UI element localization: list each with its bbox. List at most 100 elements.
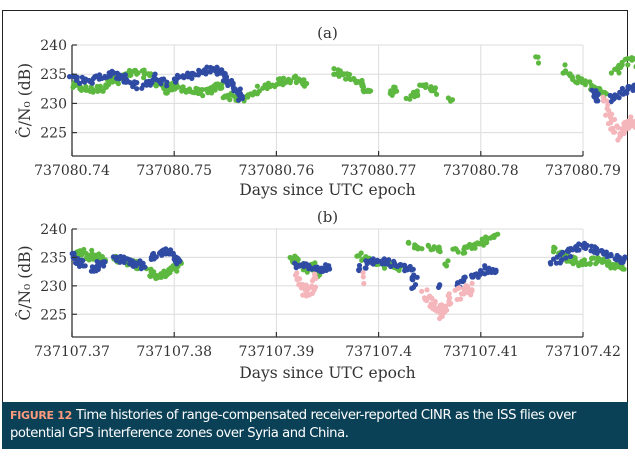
data-point: [406, 240, 412, 246]
data-point: [361, 280, 367, 287]
data-point: [164, 90, 170, 96]
data-point: [101, 259, 107, 265]
data-point: [308, 284, 314, 290]
data-point: [622, 56, 628, 62]
data-point: [385, 260, 391, 266]
data-point: [245, 94, 251, 100]
data-point: [568, 259, 575, 265]
y-tick-label: 225: [40, 126, 67, 142]
caption-figure-label: FIGURE 12: [10, 409, 72, 422]
caption-text: Time histories of range-compensated rece…: [10, 408, 576, 441]
data-point: [569, 247, 576, 253]
data-point: [128, 72, 134, 78]
data-point: [381, 265, 388, 271]
data-point: [593, 261, 599, 267]
data-point: [579, 258, 585, 264]
data-point: [587, 260, 594, 266]
data-point: [94, 259, 100, 265]
x-tick-label: 737080.75: [136, 163, 212, 179]
data-point: [153, 83, 160, 89]
data-point: [562, 62, 568, 68]
y-tick-label: 240: [40, 38, 67, 54]
data-point: [619, 256, 625, 262]
y-axis-label: Ĉ/N₀ (dB): [16, 63, 34, 138]
data-point: [175, 84, 181, 90]
data-point: [593, 95, 599, 101]
data-point: [445, 258, 451, 264]
data-point: [174, 268, 180, 274]
data-point: [306, 263, 312, 269]
data-point: [97, 83, 103, 89]
data-point: [250, 91, 256, 97]
data-point: [434, 308, 440, 314]
data-point: [584, 242, 590, 248]
data-point: [303, 293, 309, 299]
data-point: [632, 118, 635, 124]
x-tick-label: 737107.37: [34, 344, 110, 360]
data-point: [360, 82, 366, 88]
series-blue: [69, 240, 628, 291]
data-point: [448, 300, 454, 306]
data-point: [560, 249, 566, 255]
data-point: [313, 275, 319, 281]
data-point: [140, 260, 146, 266]
data-point: [439, 302, 445, 308]
data-point: [89, 80, 95, 86]
data-point: [410, 266, 416, 272]
data-point: [455, 249, 461, 255]
data-point: [351, 75, 357, 82]
data-point: [222, 74, 228, 80]
data-point: [153, 254, 159, 260]
data-point: [561, 70, 568, 76]
data-point: [582, 82, 589, 88]
data-point: [370, 261, 376, 267]
data-point: [314, 264, 320, 270]
data-point: [410, 277, 416, 283]
data-point: [456, 285, 462, 291]
data-point: [436, 244, 442, 250]
data-point: [614, 93, 620, 99]
x-axis-label: Days since UTC epoch: [239, 364, 415, 382]
data-point: [479, 239, 485, 245]
data-point: [195, 72, 201, 78]
data-point: [430, 246, 436, 252]
data-point: [595, 91, 601, 97]
data-point: [267, 83, 273, 90]
data-point: [291, 74, 297, 80]
data-point: [95, 264, 101, 271]
data-point: [71, 81, 77, 87]
data-point: [468, 292, 474, 298]
data-point: [424, 287, 430, 293]
x-tick-label: 737107.4: [345, 344, 412, 360]
data-point: [611, 129, 618, 135]
data-point: [394, 88, 400, 94]
data-point: [214, 66, 220, 72]
data-point: [414, 88, 420, 94]
data-point: [299, 284, 305, 290]
data-point: [227, 97, 233, 103]
series-blue: [66, 64, 635, 105]
data-point: [236, 97, 242, 103]
y-axis-label: Ĉ/N₀ (dB): [16, 245, 34, 320]
data-point: [535, 54, 541, 60]
data-point: [254, 91, 260, 97]
data-point: [312, 284, 319, 290]
data-point: [77, 258, 83, 264]
data-point: [74, 74, 80, 80]
data-point: [431, 301, 437, 307]
data-point: [391, 258, 397, 264]
data-point: [281, 80, 288, 86]
y-tick-label: 235: [40, 67, 67, 83]
series-pink: [292, 270, 475, 322]
data-point: [423, 82, 429, 88]
data-point: [164, 79, 170, 85]
data-point: [300, 77, 306, 83]
x-tick-label: 737080.74: [34, 163, 110, 179]
data-point: [191, 90, 197, 96]
y-tick-label: 235: [40, 250, 67, 266]
data-point: [631, 87, 635, 93]
data-point: [322, 266, 328, 272]
data-point: [434, 91, 440, 97]
data-point: [436, 284, 442, 290]
data-point: [77, 80, 83, 86]
